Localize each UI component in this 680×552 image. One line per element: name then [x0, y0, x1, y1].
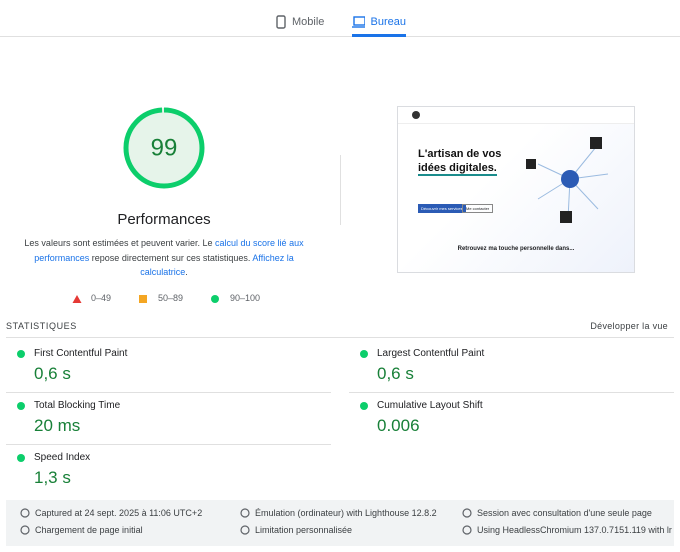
- footer-icon: [462, 508, 472, 518]
- legend-label: 90–100: [230, 293, 261, 303]
- metric-label: Total Blocking Time: [34, 400, 121, 411]
- score-link[interactable]: calcul du score lié aux performances: [34, 238, 304, 263]
- tab-desktop[interactable]: Bureau: [352, 10, 406, 37]
- legend-label: 0–49: [91, 293, 112, 303]
- separator: [340, 155, 341, 225]
- legend-circle: [211, 295, 219, 303]
- text: .: [185, 267, 188, 277]
- score-label: Performances: [117, 211, 211, 228]
- thumb-button: Me contacter: [462, 204, 494, 213]
- thumb-logo: [412, 111, 420, 119]
- metric-value: 20 ms: [34, 416, 81, 435]
- footer-text: Using HeadlessChromium 137.0.7151.119 wi…: [477, 525, 672, 535]
- footer-item: Session avec consultation d'une seule pa…: [462, 508, 652, 518]
- expand-toggle[interactable]: Développer la vue: [590, 321, 668, 331]
- metric-value: 0,6 s: [34, 364, 71, 383]
- metrics-title: STATISTIQUES: [6, 321, 77, 331]
- footer-item: Émulation (ordinateur) with Lighthouse 1…: [240, 508, 437, 518]
- divider: [0, 36, 680, 37]
- score-link[interactable]: Affichez la calculatrice: [140, 252, 294, 278]
- footer-item: Captured at 24 sept. 2025 à 11:06 UTC+2: [20, 508, 202, 518]
- tab-mobile[interactable]: Mobile: [276, 10, 324, 34]
- phone-icon: [276, 15, 286, 29]
- footer-icon: [20, 525, 30, 535]
- metric-status: [360, 402, 368, 410]
- footer-text: Chargement de page initial: [35, 525, 143, 535]
- thumb-headline: idées digitales.: [418, 162, 497, 176]
- metric-value: 0.006: [377, 416, 420, 435]
- metric-value: 0,6 s: [377, 364, 414, 383]
- divider: [6, 337, 674, 338]
- metric-label: Largest Contentful Paint: [377, 348, 485, 359]
- metric-label: First Contentful Paint: [34, 348, 128, 359]
- gauge-arc: [123, 107, 205, 189]
- footer-item: Limitation personnalisée: [240, 525, 352, 535]
- metric-label: Cumulative Layout Shift: [377, 400, 483, 411]
- page-thumbnail: L'artisan de vos idées digitales. Découv…: [397, 106, 635, 273]
- thumb-button: Découvrir mes services: [418, 204, 466, 213]
- thumb-nav: [398, 107, 634, 124]
- divider: [349, 392, 674, 393]
- thumb-headline: L'artisan de vos: [418, 148, 502, 160]
- footer-icon: [462, 525, 472, 535]
- footer-icon: [20, 508, 30, 518]
- footer-icon: [240, 508, 250, 518]
- footer-item: Using HeadlessChromium 137.0.7151.119 wi…: [462, 525, 672, 535]
- desktop-icon: [352, 16, 365, 28]
- text: Les valeurs sont estimées et peuvent var…: [24, 238, 216, 248]
- footer-text: Limitation personnalisée: [255, 525, 353, 535]
- text: repose directement sur ces statistiques.: [89, 252, 253, 263]
- legend-triangle: [72, 295, 82, 303]
- metric-status: [17, 402, 25, 410]
- metric-status: [17, 454, 25, 462]
- footer-item: Chargement de page initial: [20, 525, 143, 535]
- tab-label: Mobile: [292, 16, 325, 28]
- footer-box: [6, 500, 674, 546]
- footer-text: Captured at 24 sept. 2025 à 11:06 UTC+2: [35, 508, 203, 518]
- score-value: 99: [151, 134, 178, 161]
- footer-text: Session avec consultation d'une seule pa…: [477, 508, 652, 518]
- divider: [6, 444, 331, 445]
- score-gauge: 99: [123, 107, 205, 189]
- thumb-footer: Retrouvez ma touche personnelle dans...: [457, 246, 575, 252]
- legend-square: [139, 295, 147, 303]
- metric-value: 1,3 s: [34, 468, 71, 487]
- tab-label: Bureau: [370, 16, 406, 28]
- description: Les valeurs sont estimées et peuvent var…: [19, 236, 309, 280]
- metric-status: [17, 350, 25, 358]
- thumb-illustration: [526, 137, 609, 223]
- metric-status: [360, 350, 368, 358]
- legend-label: 50–89: [158, 293, 184, 303]
- metric-label: Speed Index: [34, 452, 91, 463]
- footer-icon: [240, 525, 250, 535]
- gauge-bg: [124, 108, 204, 188]
- footer-text: Émulation (ordinateur) with Lighthouse 1…: [255, 508, 437, 518]
- divider: [6, 392, 331, 393]
